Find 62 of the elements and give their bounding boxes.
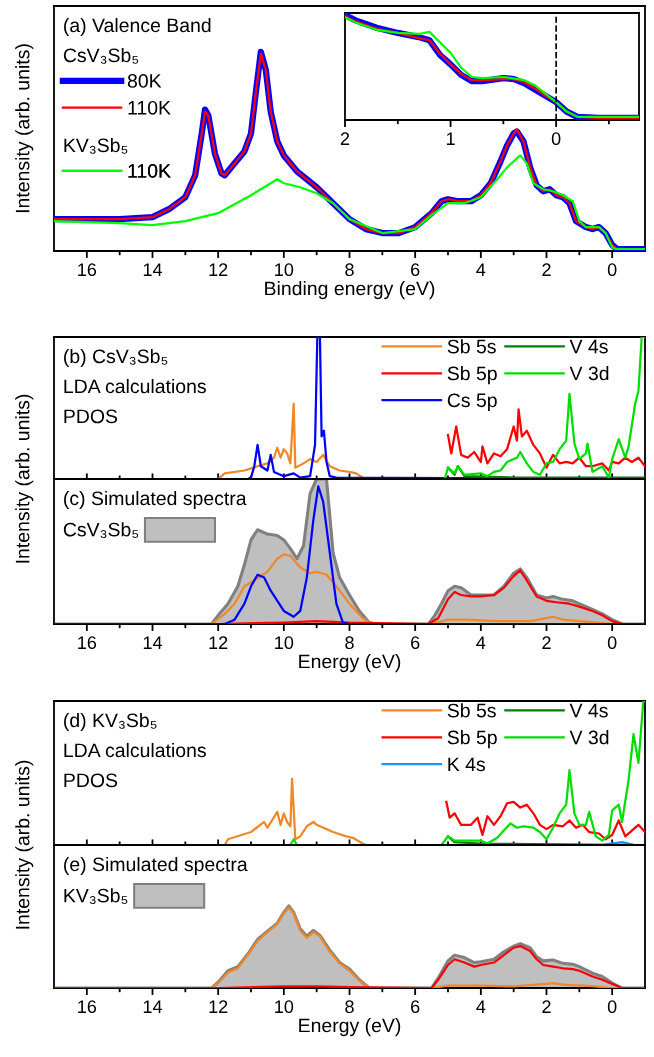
x-tick-label: 16 (78, 1000, 97, 1014)
legend-label: Sb 5p (447, 730, 497, 749)
x-tick-label: 8 (345, 636, 354, 650)
x-tick-label: 10 (275, 263, 294, 277)
y-axis-title: Intensity (arb. units) (15, 760, 34, 929)
legend-label: KV₃Sb₅ (64, 888, 128, 905)
x-tick-label: 0 (607, 1000, 617, 1014)
x-tick-label: 6 (411, 636, 420, 650)
annotation: CsV₃Sb₅ (63, 47, 139, 64)
x-tick-label: 2 (542, 263, 551, 276)
y-axis-title: Intensity (arb. units) (15, 394, 34, 563)
annotation: PDOS (64, 409, 118, 424)
x-tick-label: 16 (78, 636, 97, 650)
x-tick-label: 2 (340, 132, 350, 145)
x-tick-label: 8 (345, 263, 354, 277)
x-axis-title: Energy (eV) (299, 1018, 401, 1037)
x-tick-label: 8 (345, 1000, 354, 1014)
annotation: (b) CsV₃Sb₅ (64, 348, 168, 368)
annotation: (c) Simulated spectra (64, 490, 247, 510)
x-tick-label: 4 (476, 636, 486, 649)
annotation: PDOS (64, 773, 118, 788)
legend-label: Sb 5p (447, 366, 497, 385)
annotation: LDA calculations (64, 378, 206, 394)
x-tick-label: 16 (78, 263, 97, 277)
x-axis-title: Binding energy (eV) (265, 281, 435, 300)
legend-label: V 4s (569, 703, 608, 718)
x-tick-label: 6 (411, 263, 420, 277)
y-axis-title: Intensity (arb. units) (15, 44, 34, 213)
annotation: (d) KV₃Sb₅ (64, 712, 157, 732)
legend-label: CsV₃Sb₅ (63, 522, 139, 539)
text: (e) Simulated spectra (64, 856, 248, 876)
legend-label: V 3d (569, 366, 609, 381)
legend-label: V 3d (569, 730, 609, 745)
legend-label: Sb 5s (447, 339, 496, 354)
legend-label: Cs 5p (447, 393, 497, 412)
x-tick-label: 14 (143, 636, 163, 649)
x-tick-label: 14 (143, 263, 163, 276)
x-tick-label: 12 (209, 1000, 228, 1013)
x-tick-label: 2 (542, 636, 551, 649)
x-tick-label: 0 (607, 636, 617, 650)
x-tick-label: 6 (411, 1000, 420, 1014)
legend-label: 80K (127, 74, 162, 88)
x-tick-label: 10 (275, 636, 294, 650)
x-axis-title: Energy (eV) (299, 654, 401, 673)
x-tick-label: 1 (446, 132, 455, 145)
legend-label: 110K (128, 164, 171, 178)
annotation: LDA calculations (64, 742, 206, 758)
x-tick-label: 12 (209, 263, 228, 276)
x-tick-label: 10 (275, 1000, 294, 1014)
legend-label: 110K (128, 100, 171, 115)
text: (a) Valence Band (64, 17, 211, 37)
x-tick-label: 0 (551, 132, 561, 146)
x-tick-label: 2 (542, 1000, 551, 1013)
annotation: KV₃Sb₅ (64, 137, 128, 154)
legend-label: Sb 5s (447, 703, 496, 718)
x-tick-label: 4 (476, 263, 486, 276)
x-tick-label: 0 (607, 263, 617, 277)
legend-label: V 4s (569, 339, 608, 354)
x-tick-label: 12 (209, 636, 228, 649)
x-tick-label: 4 (476, 1000, 486, 1013)
x-tick-label: 14 (143, 1000, 163, 1013)
legend-label: K 4s (448, 757, 485, 772)
